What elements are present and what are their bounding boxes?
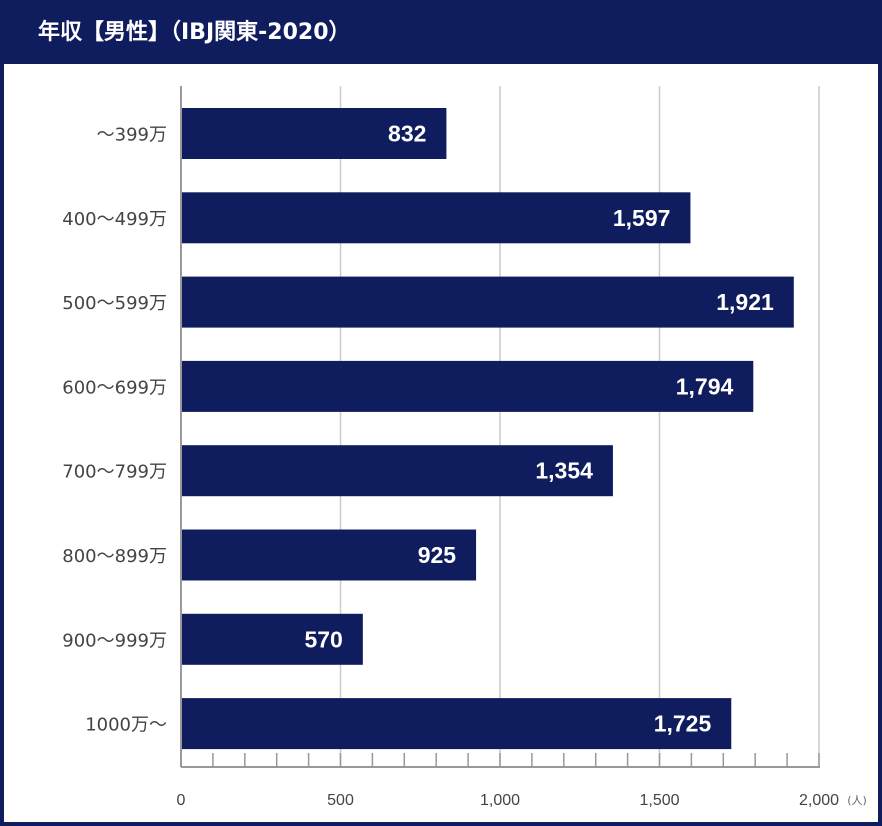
- bar-chart: 832 ～399万 1,597 400～499万 1,921 500～599万 1,794 6…: [62, 86, 867, 809]
- x-tick-label: 0: [177, 792, 186, 809]
- chart-header: 年収【男性】（IBJ関東-2020）: [4, 4, 878, 64]
- category-label: 400～499万: [62, 209, 167, 230]
- category-label: 500～599万: [62, 293, 167, 314]
- category-label: 1000万～: [85, 715, 167, 736]
- bar-value-label: 1,794: [676, 373, 734, 399]
- bar-value-label: 1,725: [654, 711, 712, 737]
- category-label: 700～799万: [62, 462, 167, 483]
- bar: [181, 276, 794, 328]
- x-tick-label: 2,000: [799, 792, 839, 809]
- bar-value-label: 1,597: [613, 205, 671, 231]
- bar: [181, 192, 691, 244]
- x-tick-label: 500: [327, 792, 354, 809]
- bar: [181, 698, 732, 750]
- bar-value-label: 1,354: [535, 458, 593, 484]
- category-label: 800～899万: [62, 546, 167, 567]
- category-label: 900～999万: [62, 630, 167, 651]
- bar-value-label: 1,921: [716, 289, 774, 315]
- bar: [181, 360, 754, 412]
- bar: [181, 108, 447, 159]
- bar-value-label: 925: [418, 542, 457, 568]
- x-tick-label: 1,000: [480, 792, 520, 809]
- bar: [181, 445, 613, 497]
- bar: [181, 529, 477, 581]
- bar-value-label: 832: [388, 121, 426, 147]
- category-label: 600～699万: [62, 377, 167, 398]
- x-tick-label: 1,500: [639, 792, 679, 809]
- category-label: ～399万: [97, 125, 167, 146]
- bar: [181, 613, 363, 665]
- chart-title: 年収【男性】（IBJ関東-2020）: [38, 20, 351, 45]
- bar-value-label: 570: [304, 626, 342, 652]
- x-unit-label: (人): [847, 794, 867, 807]
